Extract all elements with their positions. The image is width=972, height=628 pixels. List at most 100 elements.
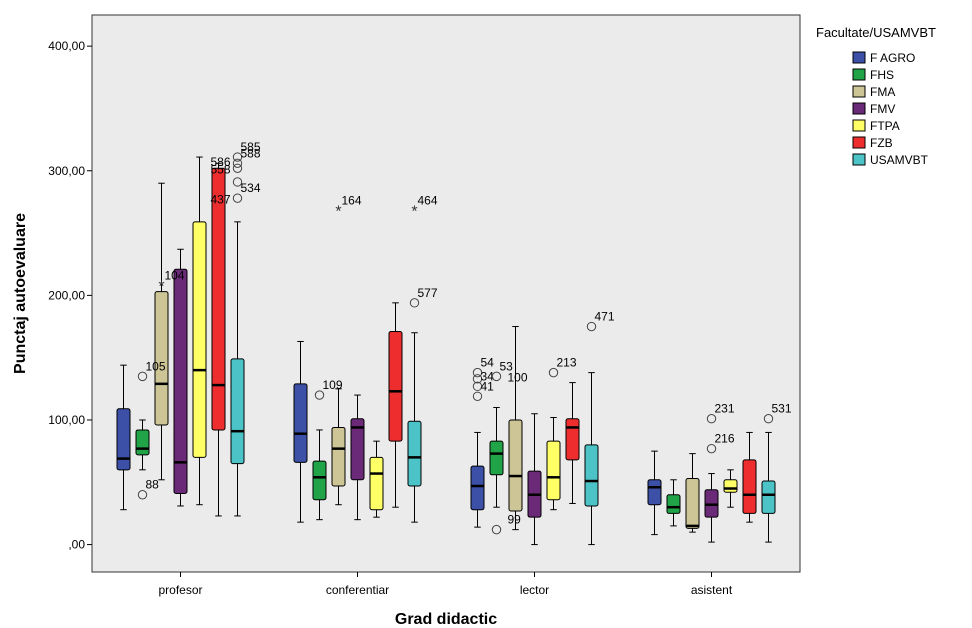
box-usamvbt-asistent [761, 431, 776, 543]
box-fma-lector [508, 326, 523, 531]
legend-swatch [852, 51, 866, 64]
box-fhs-conferentiar [312, 429, 327, 521]
box-iqr [211, 167, 226, 431]
box-iqr [565, 418, 580, 461]
outlier-circle [232, 193, 243, 203]
box-fma-profesor [154, 182, 169, 481]
box-ftpa-asistent [723, 469, 738, 508]
legend-label: FMV [870, 102, 895, 116]
box-usamvbt-lector [584, 372, 599, 546]
outlier-circle [472, 391, 483, 402]
box-iqr [388, 331, 403, 442]
outlier-label: 558 [211, 163, 231, 177]
box-f-agro-asistent [647, 450, 662, 536]
outlier-circle [491, 524, 502, 535]
outlier-label: 100 [508, 371, 528, 385]
legend-label: FZB [870, 136, 893, 150]
box-iqr [742, 459, 757, 514]
outlier-circle [232, 177, 243, 187]
y-axis-title: Punctaj autoevaluare [12, 213, 29, 374]
box-iqr [350, 418, 365, 481]
box-f-agro-profesor [116, 364, 131, 511]
legend-label: FTPA [870, 119, 900, 133]
outlier-label: 471 [595, 310, 615, 324]
legend-swatch [852, 102, 866, 115]
outlier-label: 34 [481, 369, 495, 383]
box-fzb-profesor [211, 162, 226, 517]
box-fhs-lector [489, 407, 504, 508]
legend-label: F AGRO [870, 51, 915, 65]
x-tick-label: lector [520, 583, 549, 597]
x-tick-label: asistent [691, 583, 733, 597]
box-iqr [761, 480, 776, 514]
legend-swatch [852, 119, 866, 132]
outlier-label: 586 [211, 155, 231, 169]
outlier-label: 464 [418, 194, 438, 208]
legend: Facultate/USAMVBT F AGRO FHS FMA FMV FTPA FZB… [816, 25, 936, 167]
outlier-circle [472, 381, 483, 392]
box-iqr [407, 420, 422, 487]
box-fzb-asistent [742, 431, 757, 523]
outlier-label: 213 [557, 356, 577, 370]
outlier-label: 88 [146, 478, 160, 492]
box-fhs-profesor [135, 419, 150, 471]
box-fmv-asistent [704, 473, 719, 543]
outlier-circle [586, 321, 597, 332]
outlier-label: 216 [715, 432, 735, 446]
outlier-circle [472, 367, 483, 378]
box-iqr [489, 440, 504, 476]
outlier-circle [232, 163, 243, 173]
outlier-label: 577 [418, 286, 438, 300]
outlier-circle [491, 371, 502, 382]
box-usamvbt-profesor [230, 221, 245, 517]
plot-area [91, 14, 801, 573]
outlier-circle [137, 371, 148, 382]
box-iqr [192, 221, 207, 458]
x-tick-label: conferentiar [326, 583, 389, 597]
outlier-label: 437 [211, 192, 231, 206]
x-tick-label: profesor [158, 583, 202, 597]
legend-swatch [852, 136, 866, 149]
box-ftpa-conferentiar [369, 440, 384, 518]
outlier-label: 54 [481, 356, 495, 370]
box-iqr [470, 465, 485, 511]
box-iqr [666, 494, 681, 514]
outlier-label: 105 [146, 359, 166, 373]
outlier-circle [763, 414, 774, 424]
outlier-label: 99 [508, 513, 522, 527]
y-tick-label: 400,00 [48, 39, 85, 53]
box-iqr [154, 291, 169, 426]
y-axis: ,00 100,00 200,00 300,00 400,00 [48, 39, 92, 552]
box-iqr [116, 408, 131, 471]
outlier-label: 104 [165, 268, 185, 282]
extreme-outlier-star: * [411, 204, 417, 221]
outlier-circle [314, 390, 325, 400]
legend-swatch [852, 68, 866, 81]
y-tick-label: 200,00 [48, 288, 85, 302]
box-fmv-profesor [173, 248, 188, 507]
box-fma-asistent [685, 453, 700, 533]
outlier-label: 41 [481, 379, 495, 393]
box-iqr [230, 358, 245, 465]
box-iqr [135, 429, 150, 456]
box-iqr [685, 478, 700, 529]
box-iqr [312, 460, 327, 501]
outlier-circle [472, 374, 483, 384]
box-iqr [584, 444, 599, 507]
box-iqr [331, 426, 346, 487]
box-iqr [647, 479, 662, 506]
box-fma-conferentiar [331, 388, 346, 506]
legend-label: USAMVBT [870, 153, 929, 167]
box-ftpa-profesor [192, 156, 207, 506]
box-iqr [508, 419, 523, 512]
box-fmv-lector [527, 413, 542, 546]
outlier-circle [137, 490, 148, 500]
legend-swatch [852, 85, 866, 98]
outlier-label: 109 [323, 378, 343, 392]
outlier-circle [706, 414, 717, 424]
y-tick-label: ,00 [68, 538, 85, 552]
outlier-label: 53 [500, 359, 514, 373]
box-iqr [546, 440, 561, 501]
box-ftpa-lector [546, 416, 561, 511]
